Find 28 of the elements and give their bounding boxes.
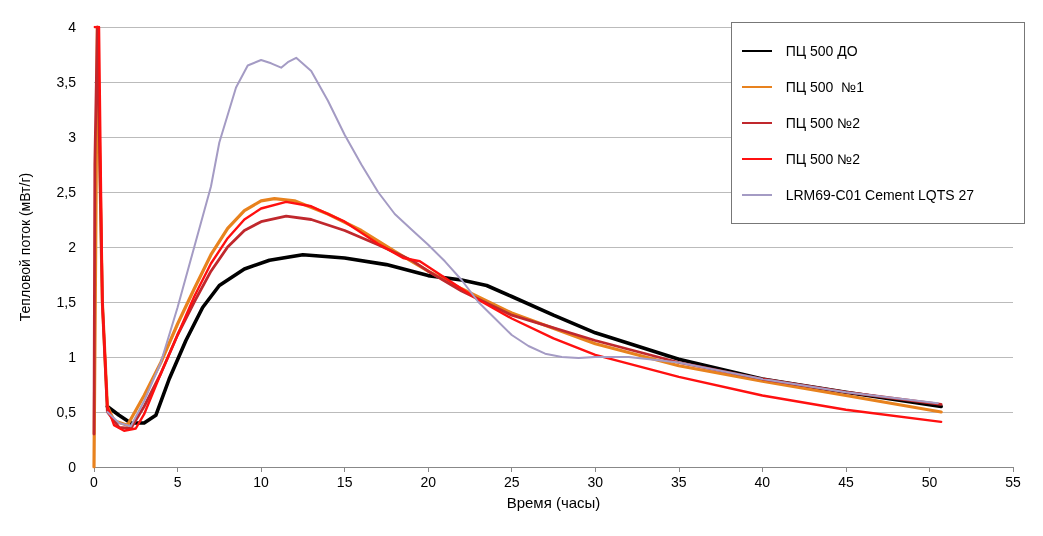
x-axis-title: Время (часы) (506, 494, 601, 511)
y-tick-label: 4 (68, 19, 77, 35)
legend-label: ПЦ 500 ДО (785, 43, 858, 59)
x-tick-label: 10 (253, 474, 270, 490)
x-tick-label: 0 (90, 474, 99, 490)
x-tick-label: 50 (921, 474, 938, 490)
y-tick-label: 3,5 (56, 74, 77, 90)
y-axis-title: Тепловой поток (мВт/г) (17, 172, 33, 322)
y-tick-label: 1 (68, 349, 77, 365)
x-tick-label: 15 (336, 474, 353, 490)
x-tick-label: 55 (1005, 474, 1021, 490)
y-tick-label: 0,5 (56, 404, 77, 420)
x-tick-label: 25 (503, 474, 520, 490)
x-tick-label: 40 (754, 474, 771, 490)
legend-label: ПЦ 500 №1 (785, 79, 864, 95)
y-tick-label: 2 (68, 239, 77, 255)
x-tick-label: 35 (671, 474, 687, 490)
legend-label: ПЦ 500 №2 (785, 151, 861, 167)
x-tick-label: 5 (173, 474, 182, 490)
y-tick-label: 3 (68, 129, 77, 145)
y-tick-label: 0 (68, 459, 77, 475)
y-tick-label: 2,5 (56, 184, 77, 200)
y-tick-label: 1,5 (56, 294, 77, 310)
x-tick-label: 20 (420, 474, 437, 490)
x-tick-label: 45 (838, 474, 854, 490)
legend-label: LRM69-C01 Cement LQTS 27 (785, 187, 974, 203)
x-tick-label: 30 (587, 474, 604, 490)
legend-label: ПЦ 500 №2 (785, 115, 861, 131)
